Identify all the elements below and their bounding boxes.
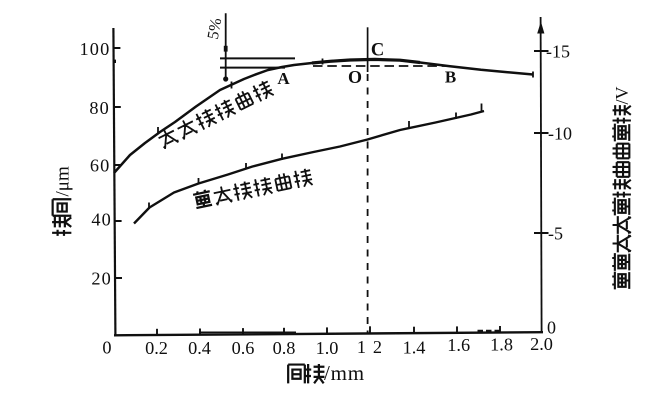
svg-text:0: 0 xyxy=(547,318,556,338)
svg-text:100: 100 xyxy=(79,39,110,59)
svg-text:0.8: 0.8 xyxy=(273,338,296,358)
svg-text:2.0: 2.0 xyxy=(530,334,553,354)
svg-text:60: 60 xyxy=(90,156,111,176)
svg-text:0.4: 0.4 xyxy=(188,338,211,358)
svg-text:0.2: 0.2 xyxy=(145,338,168,358)
svg-text:-10: -10 xyxy=(548,124,572,144)
svg-text:A: A xyxy=(277,69,290,88)
svg-text:2: 2 xyxy=(373,337,382,357)
svg-text:/mm: /mm xyxy=(324,361,365,385)
svg-text:40: 40 xyxy=(91,210,112,230)
svg-text:/μm: /μm xyxy=(53,166,74,196)
svg-text:O: O xyxy=(348,67,362,87)
svg-text:5%: 5% xyxy=(205,17,225,41)
svg-text:80: 80 xyxy=(89,98,110,118)
svg-text:20: 20 xyxy=(91,269,112,289)
svg-text:-15: -15 xyxy=(546,42,570,62)
svg-text:0: 0 xyxy=(102,338,111,358)
svg-text:1.4: 1.4 xyxy=(403,338,426,358)
svg-text:-5: -5 xyxy=(548,224,563,244)
svg-text:1: 1 xyxy=(357,337,366,357)
svg-text:1.6: 1.6 xyxy=(447,335,470,355)
svg-text:/V: /V xyxy=(612,86,632,104)
svg-text:1.0: 1.0 xyxy=(316,338,339,358)
svg-text:0.6: 0.6 xyxy=(232,338,255,358)
svg-text:B: B xyxy=(445,68,456,87)
svg-text:C: C xyxy=(371,41,384,61)
svg-text:1.8: 1.8 xyxy=(490,335,513,355)
